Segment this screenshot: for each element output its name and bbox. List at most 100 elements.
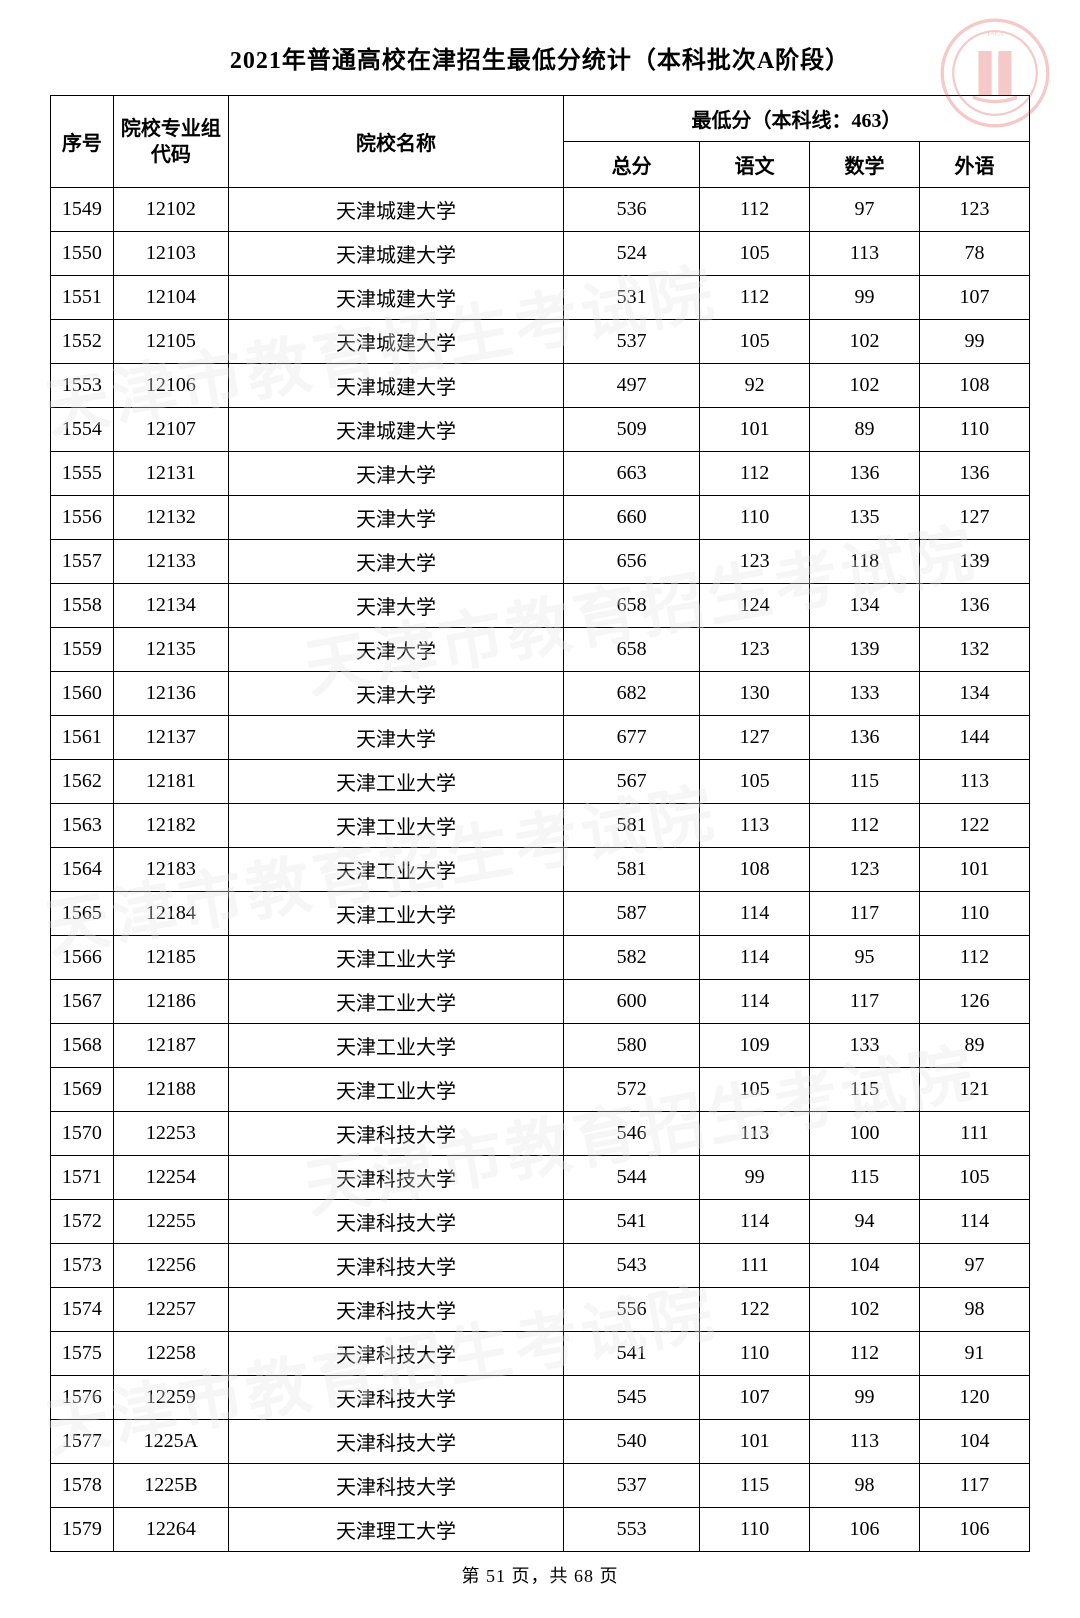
cell-name: 天津科技大学 — [228, 1288, 563, 1332]
cell-total: 600 — [564, 980, 700, 1024]
cell-seq: 1579 — [51, 1508, 114, 1552]
cell-chinese: 114 — [700, 980, 810, 1024]
cell-math: 115 — [810, 1068, 920, 1112]
table-row: 155312106天津城建大学49792102108 — [51, 364, 1030, 408]
cell-foreign: 117 — [920, 1464, 1030, 1508]
cell-foreign: 136 — [920, 584, 1030, 628]
header-math: 数学 — [810, 142, 920, 188]
cell-seq: 1566 — [51, 936, 114, 980]
cell-total: 509 — [564, 408, 700, 452]
cell-total: 541 — [564, 1200, 700, 1244]
table-row: 155112104天津城建大学53111299107 — [51, 276, 1030, 320]
cell-foreign: 113 — [920, 760, 1030, 804]
table-row: 15771225A天津科技大学540101113104 — [51, 1420, 1030, 1464]
cell-code: 1225B — [113, 1464, 228, 1508]
svg-text:TAEA: TAEA — [986, 31, 1003, 38]
cell-total: 660 — [564, 496, 700, 540]
cell-math: 97 — [810, 188, 920, 232]
cell-chinese: 114 — [700, 936, 810, 980]
cell-total: 546 — [564, 1112, 700, 1156]
cell-chinese: 111 — [700, 1244, 810, 1288]
table-row: 157312256天津科技大学54311110497 — [51, 1244, 1030, 1288]
cell-name: 天津工业大学 — [228, 804, 563, 848]
cell-total: 541 — [564, 1332, 700, 1376]
cell-code: 12184 — [113, 892, 228, 936]
cell-math: 99 — [810, 276, 920, 320]
cell-chinese: 114 — [700, 1200, 810, 1244]
cell-chinese: 107 — [700, 1376, 810, 1420]
cell-math: 99 — [810, 1376, 920, 1420]
cell-seq: 1571 — [51, 1156, 114, 1200]
table-row: 156212181天津工业大学567105115113 — [51, 760, 1030, 804]
cell-foreign: 108 — [920, 364, 1030, 408]
cell-total: 587 — [564, 892, 700, 936]
table-row: 157112254天津科技大学54499115105 — [51, 1156, 1030, 1200]
cell-total: 537 — [564, 1464, 700, 1508]
cell-code: 12187 — [113, 1024, 228, 1068]
cell-total: 544 — [564, 1156, 700, 1200]
cell-foreign: 120 — [920, 1376, 1030, 1420]
table-row: 156412183天津工业大学581108123101 — [51, 848, 1030, 892]
cell-math: 112 — [810, 1332, 920, 1376]
cell-foreign: 122 — [920, 804, 1030, 848]
cell-chinese: 123 — [700, 540, 810, 584]
cell-foreign: 132 — [920, 628, 1030, 672]
cell-math: 102 — [810, 320, 920, 364]
cell-seq: 1577 — [51, 1420, 114, 1464]
cell-code: 12255 — [113, 1200, 228, 1244]
cell-chinese: 113 — [700, 804, 810, 848]
cell-math: 113 — [810, 232, 920, 276]
cell-foreign: 144 — [920, 716, 1030, 760]
table-row: 156512184天津工业大学587114117110 — [51, 892, 1030, 936]
cell-total: 580 — [564, 1024, 700, 1068]
cell-total: 572 — [564, 1068, 700, 1112]
cell-name: 天津工业大学 — [228, 936, 563, 980]
cell-foreign: 107 — [920, 276, 1030, 320]
header-foreign: 外语 — [920, 142, 1030, 188]
cell-name: 天津大学 — [228, 716, 563, 760]
cell-name: 天津科技大学 — [228, 1332, 563, 1376]
table-row: 156612185天津工业大学58211495112 — [51, 936, 1030, 980]
table-body: 154912102天津城建大学53611297123155012103天津城建大… — [51, 188, 1030, 1552]
cell-seq: 1567 — [51, 980, 114, 1024]
cell-total: 582 — [564, 936, 700, 980]
cell-math: 113 — [810, 1420, 920, 1464]
table-row: 157612259天津科技大学54510799120 — [51, 1376, 1030, 1420]
table-header: 序号 院校专业组代码 院校名称 最低分（本科线：463） 总分 语文 数学 外语 — [51, 96, 1030, 188]
cell-seq: 1553 — [51, 364, 114, 408]
table-row: 15781225B天津科技大学53711598117 — [51, 1464, 1030, 1508]
table-row: 154912102天津城建大学53611297123 — [51, 188, 1030, 232]
cell-name: 天津工业大学 — [228, 848, 563, 892]
table-row: 155812134天津大学658124134136 — [51, 584, 1030, 628]
page: TAEA 天津市教育招生考试院 天津市教育招生考试院 天津市教育招生考试院 天津… — [0, 0, 1080, 1618]
cell-total: 663 — [564, 452, 700, 496]
cell-name: 天津工业大学 — [228, 980, 563, 1024]
cell-math: 135 — [810, 496, 920, 540]
cell-name: 天津城建大学 — [228, 320, 563, 364]
cell-seq: 1560 — [51, 672, 114, 716]
cell-code: 1225A — [113, 1420, 228, 1464]
cell-chinese: 112 — [700, 188, 810, 232]
cell-foreign: 136 — [920, 452, 1030, 496]
cell-seq: 1574 — [51, 1288, 114, 1332]
cell-chinese: 92 — [700, 364, 810, 408]
cell-foreign: 134 — [920, 672, 1030, 716]
cell-foreign: 127 — [920, 496, 1030, 540]
cell-seq: 1559 — [51, 628, 114, 672]
cell-seq: 1568 — [51, 1024, 114, 1068]
cell-foreign: 89 — [920, 1024, 1030, 1068]
cell-math: 118 — [810, 540, 920, 584]
cell-name: 天津科技大学 — [228, 1200, 563, 1244]
cell-total: 543 — [564, 1244, 700, 1288]
cell-chinese: 114 — [700, 892, 810, 936]
cell-foreign: 123 — [920, 188, 1030, 232]
cell-total: 682 — [564, 672, 700, 716]
table-row: 155512131天津大学663112136136 — [51, 452, 1030, 496]
cell-math: 112 — [810, 804, 920, 848]
cell-code: 12137 — [113, 716, 228, 760]
table-row: 156012136天津大学682130133134 — [51, 672, 1030, 716]
page-footer: 第 51 页，共 68 页 — [50, 1562, 1030, 1588]
cell-code: 12257 — [113, 1288, 228, 1332]
cell-seq: 1573 — [51, 1244, 114, 1288]
cell-code: 12186 — [113, 980, 228, 1024]
